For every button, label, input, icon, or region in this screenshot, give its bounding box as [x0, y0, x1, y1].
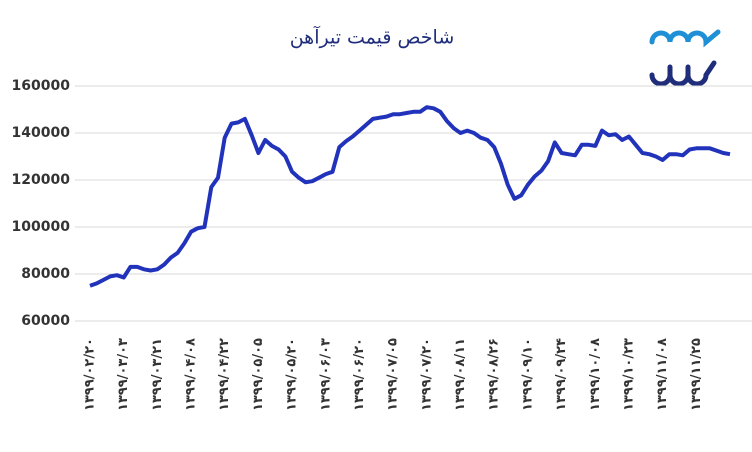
- logo: [649, 29, 721, 87]
- chart-title: شاخص قیمت تیرآهن: [290, 25, 455, 49]
- x-tick-label: ۱۳۹۹/۰۴/۲۲: [217, 338, 232, 411]
- x-tick-label: ۱۳۹۹/۰۸/۱۱: [453, 338, 468, 411]
- x-tick-label: ۱۳۹۹/۰۷/۲۰: [419, 338, 434, 411]
- x-tick-label: ۱۳۹۹/۰۶/۰۳: [318, 338, 333, 411]
- y-tick-label: 160000: [12, 78, 71, 94]
- y-tick-label: 100000: [12, 219, 71, 235]
- x-tick-label: ۱۳۹۹/۰۶/۲۰: [352, 338, 367, 411]
- x-tick-label: ۱۳۹۹/۰۸/۲۶: [487, 338, 502, 411]
- y-tick-label: 120000: [12, 172, 71, 188]
- x-tick-label: ۱۳۹۹/۱۱/۰۸: [655, 338, 670, 411]
- x-tick-label: ۱۳۹۹/۰۹/۱۰: [520, 338, 535, 411]
- y-tick-label: 140000: [12, 125, 71, 141]
- x-tick-label: ۱۳۹۹/۰۳/۲۱: [150, 338, 165, 411]
- y-tick-label: 80000: [21, 266, 70, 282]
- x-tick-label: ۱۳۹۹/۱۰/۲۳: [621, 338, 636, 411]
- x-tick-label: ۱۳۹۹/۰۷/۰۵: [386, 338, 401, 411]
- price-line: [89, 105, 731, 288]
- x-tick-label: ۱۳۹۹/۰۵/۲۰: [285, 338, 300, 411]
- y-tick-label: 60000: [21, 313, 70, 329]
- x-tick-label: ۱۳۹۹/۰۹/۲۴: [554, 338, 569, 411]
- x-tick-label: ۱۳۹۹/۰۴/۰۸: [184, 338, 199, 411]
- x-tick-label: ۱۳۹۹/۱۰/۰۸: [588, 338, 603, 411]
- x-tick-label: ۱۳۹۹/۱۱/۲۵: [689, 338, 704, 411]
- x-tick-label: ۱۳۹۹/۰۵/۰۵: [251, 338, 266, 411]
- x-tick-label: ۱۳۹۹/۰۳/۰۳: [116, 338, 131, 411]
- x-tick-label: ۱۳۹۹/۰۲/۲۰: [83, 338, 98, 411]
